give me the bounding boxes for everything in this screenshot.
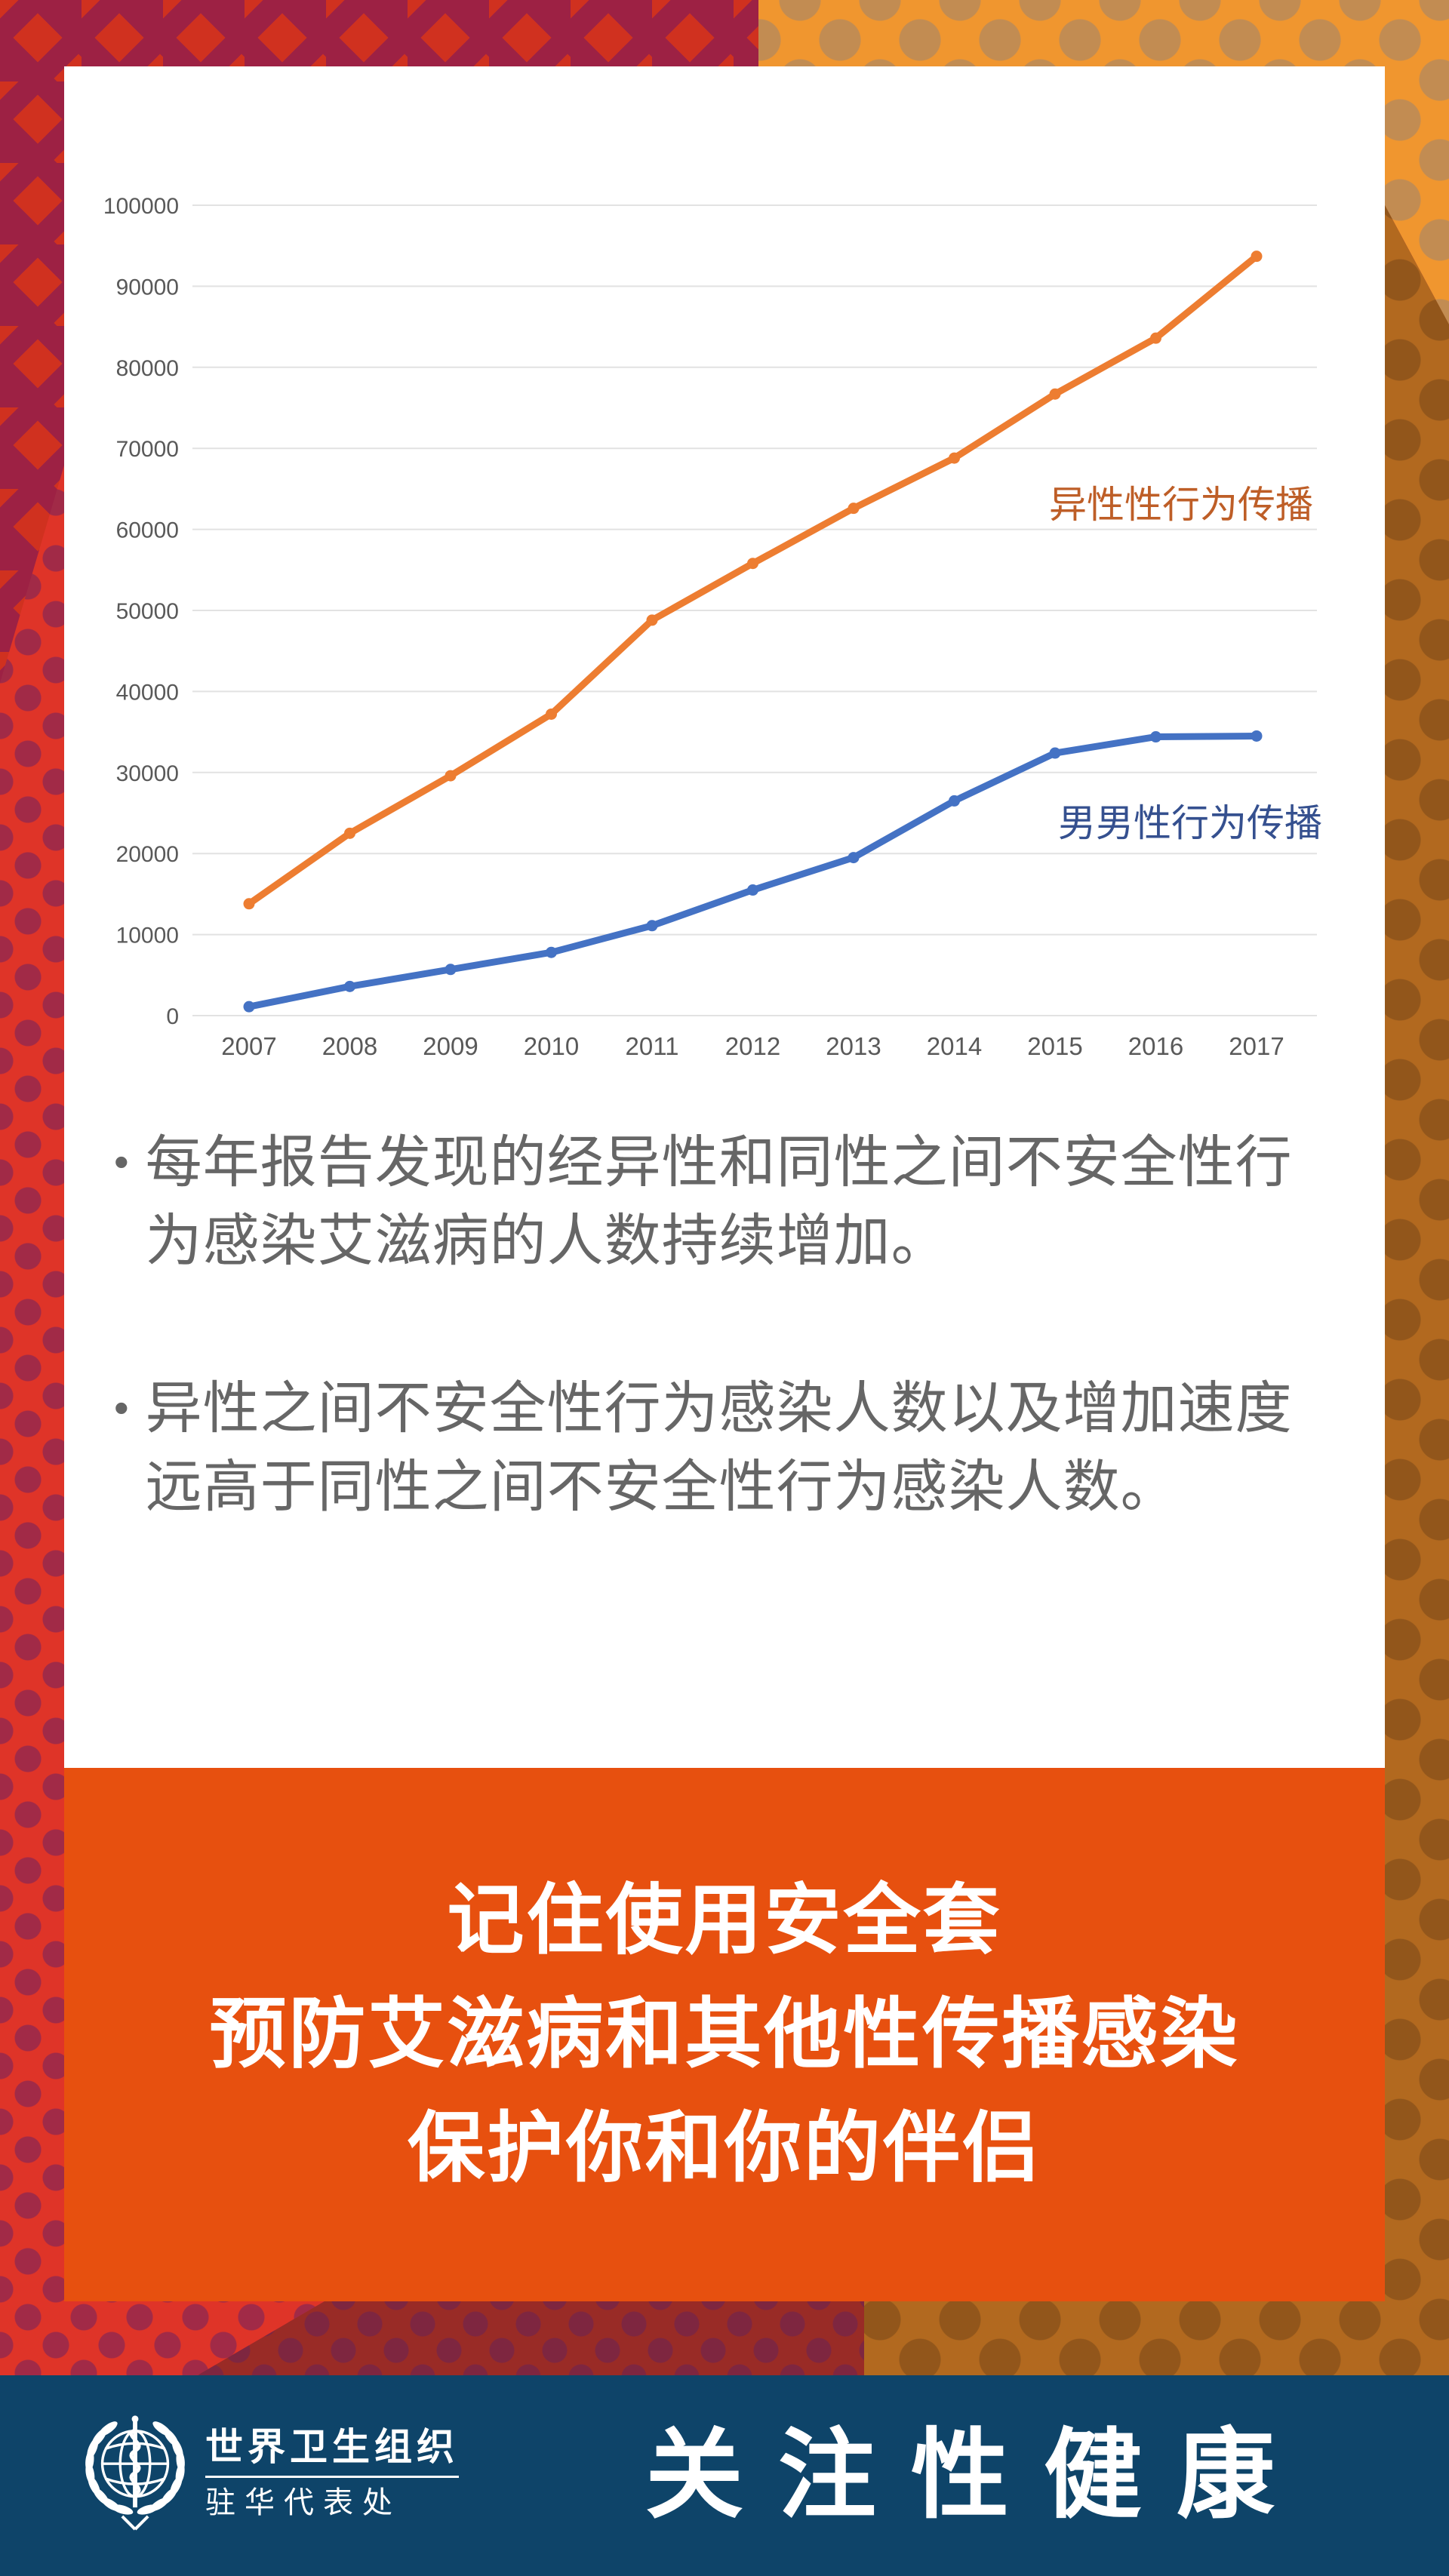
- bullet-text: 每年报告发现的经异性和同性之间不安全性行为感染艾滋病的人数持续增加。: [145, 1130, 1293, 1272]
- svg-text:2017: 2017: [1229, 1032, 1284, 1060]
- svg-text:100000: 100000: [103, 194, 179, 219]
- banner-line: 保护你和你的伴侣: [408, 2105, 1041, 2191]
- bullet-text: 异性之间不安全性行为感染人数以及增加速度远高于同性之间不安全性行为感染人数。: [145, 1376, 1293, 1518]
- svg-text:10000: 10000: [116, 924, 179, 948]
- who-text-block: 世界卫生组织 驻华代表处: [205, 2425, 459, 2520]
- svg-text:2009: 2009: [423, 1032, 478, 1060]
- divider: [205, 2476, 459, 2478]
- hiv-transmission-line-chart: 0 10000 20000 30000 40000 50000 60000 70000 8000…: [64, 66, 1385, 1081]
- svg-text:30000: 30000: [116, 761, 179, 786]
- call-to-action-banner: 记住使用安全套 预防艾滋病和其他性传播感染 保护你和你的伴侣: [64, 1768, 1385, 2301]
- who-org-name: 世界卫生组织: [205, 2426, 459, 2468]
- svg-text:2016: 2016: [1128, 1032, 1183, 1060]
- svg-text:异性性行为传播: 异性性行为传播: [1049, 484, 1313, 526]
- svg-text:2013: 2013: [826, 1032, 881, 1060]
- who-office-name: 驻华代表处: [205, 2486, 401, 2519]
- poster-card: 0 10000 20000 30000 40000 50000 60000 70000 8000…: [64, 66, 1385, 2301]
- footer-bar: 世界卫生组织 驻华代表处 关注性健康: [0, 2375, 1449, 2576]
- svg-text:2008: 2008: [322, 1032, 377, 1060]
- list-item: • 每年报告发现的经异性和同性之间不安全性行为感染艾滋病的人数持续增加。: [108, 1123, 1346, 1280]
- svg-text:80000: 80000: [116, 356, 179, 381]
- svg-text:2014: 2014: [927, 1032, 982, 1060]
- svg-text:男男性行为传播: 男男性行为传播: [1058, 802, 1322, 844]
- svg-text:2010: 2010: [524, 1032, 579, 1060]
- campaign-slogan: 关注性健康: [645, 2420, 1309, 2530]
- svg-text:2015: 2015: [1027, 1032, 1082, 1060]
- who-logo-block: 世界卫生组织 驻华代表处: [75, 2404, 459, 2541]
- banner-line: 预防艾滋病和其他性传播感染: [209, 1991, 1240, 2077]
- bullet-icon: •: [114, 1138, 129, 1185]
- svg-text:2007: 2007: [221, 1032, 276, 1060]
- svg-text:0: 0: [166, 1004, 179, 1029]
- svg-text:40000: 40000: [116, 680, 179, 705]
- list-item: • 异性之间不安全性行为感染人数以及增加速度远高于同性之间不安全性行为感染人数。: [108, 1369, 1346, 1526]
- chart-canvas: 0 10000 20000 30000 40000 50000 60000 70000 8000…: [103, 194, 1322, 1060]
- svg-text:60000: 60000: [116, 518, 179, 543]
- svg-text:2012: 2012: [725, 1032, 780, 1060]
- svg-text:2011: 2011: [626, 1032, 679, 1060]
- svg-text:50000: 50000: [116, 599, 179, 624]
- who-emblem-icon: [85, 2415, 185, 2531]
- svg-text:70000: 70000: [116, 437, 179, 462]
- svg-text:90000: 90000: [116, 275, 179, 300]
- svg-text:20000: 20000: [116, 842, 179, 867]
- banner-line: 记住使用安全套: [447, 1877, 1002, 1963]
- bullet-list: • 每年报告发现的经异性和同性之间不安全性行为感染艾滋病的人数持续增加。 • 异…: [108, 1123, 1346, 1615]
- bullet-icon: •: [114, 1384, 129, 1431]
